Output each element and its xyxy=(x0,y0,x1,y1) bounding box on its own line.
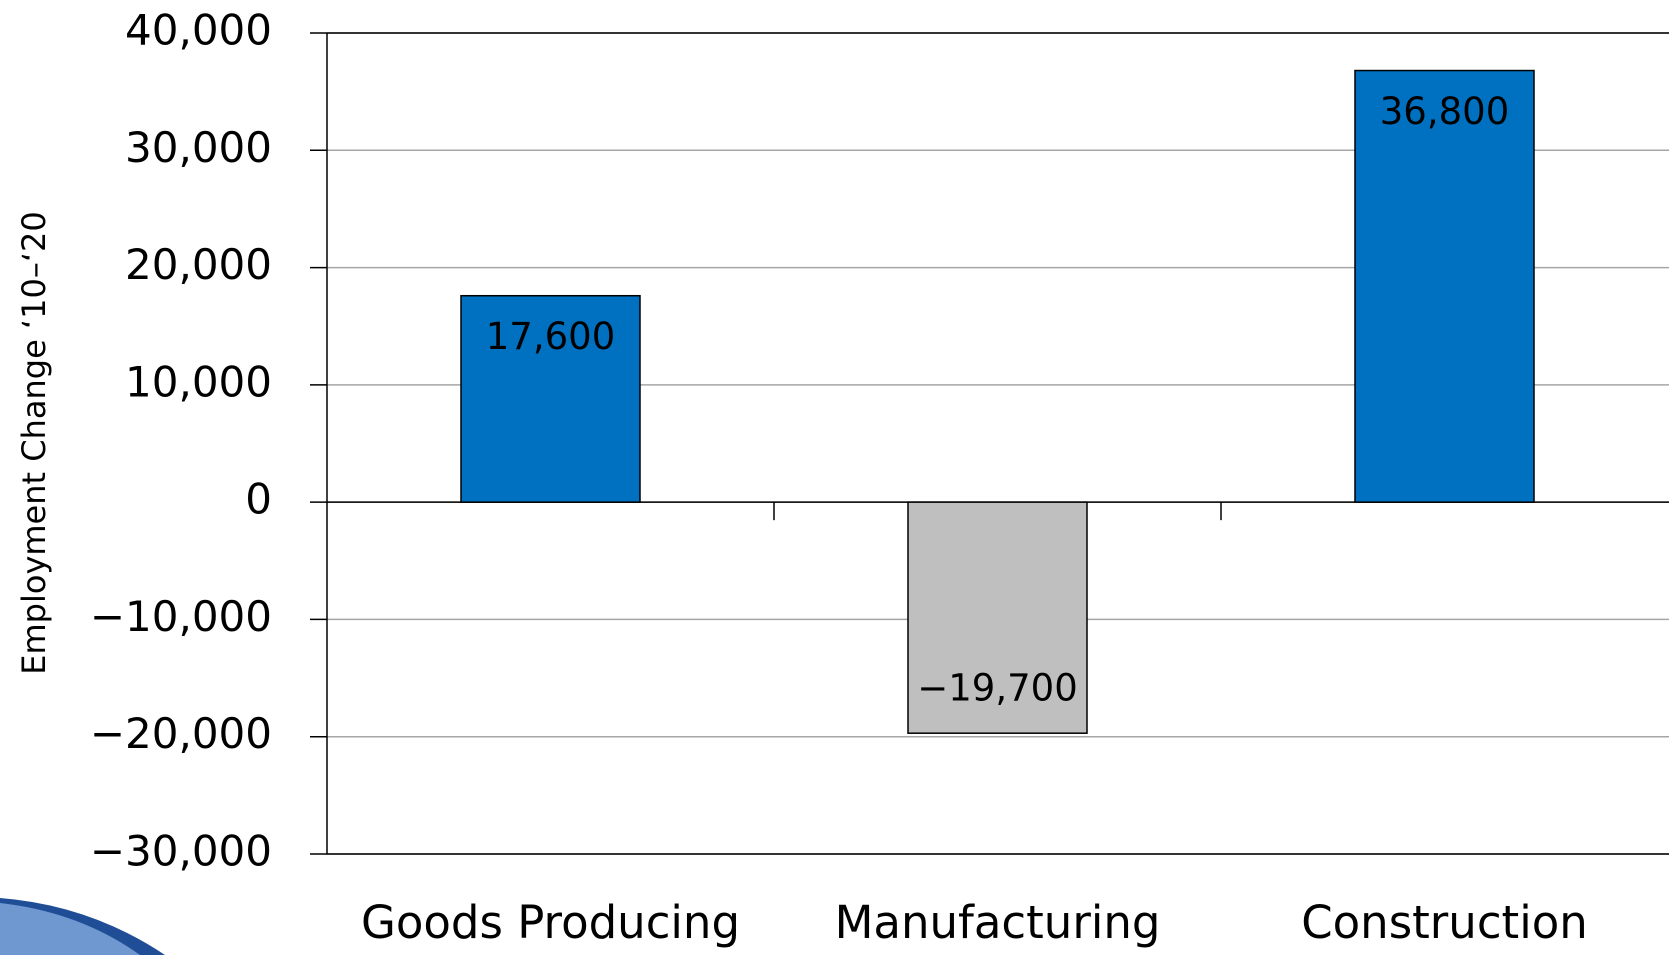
y-tick-label: −20,000 xyxy=(90,709,272,758)
y-tick-label: 10,000 xyxy=(125,357,272,406)
bar xyxy=(907,501,1088,734)
x-tick-label: Manufacturing xyxy=(835,896,1161,949)
y-tick-label: −30,000 xyxy=(90,827,272,876)
y-axis-label: Employment Change ‘10–‘20 xyxy=(15,211,53,674)
y-tick-label: 40,000 xyxy=(125,6,272,55)
bar xyxy=(1354,69,1535,503)
x-tick-label: Goods Producing xyxy=(361,896,740,949)
x-tick-label: Construction xyxy=(1301,896,1588,949)
y-tick-label: 30,000 xyxy=(125,123,272,172)
value-label: −19,700 xyxy=(917,667,1077,710)
value-label: 17,600 xyxy=(486,315,615,358)
bar xyxy=(460,294,641,503)
value-label: 36,800 xyxy=(1380,90,1509,133)
decoration xyxy=(0,903,140,955)
y-tick-label: 20,000 xyxy=(125,240,272,289)
y-tick-label: 0 xyxy=(245,475,272,524)
y-tick-label: −10,000 xyxy=(90,592,272,641)
